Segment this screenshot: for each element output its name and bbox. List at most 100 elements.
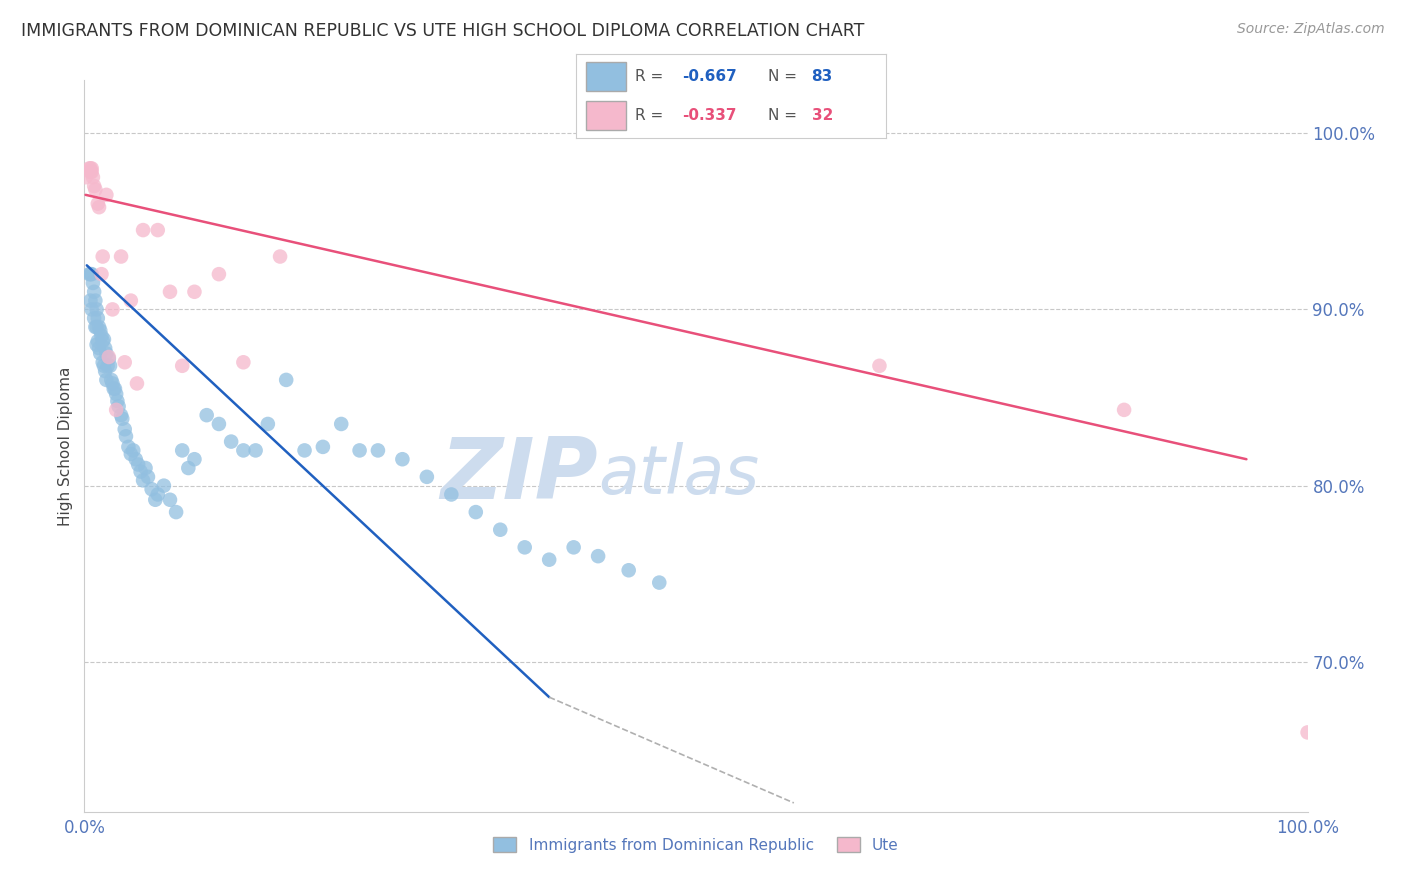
- Point: [96, 346, 118, 360]
- Point: [232, 443, 254, 458]
- Point: [86, 320, 108, 334]
- Point: [1114, 402, 1136, 417]
- Point: [105, 394, 128, 409]
- Point: [107, 400, 129, 414]
- Point: [97, 359, 120, 373]
- Point: [120, 293, 142, 308]
- Point: [135, 461, 157, 475]
- Point: [132, 474, 155, 488]
- Point: [75, 170, 97, 185]
- Point: [93, 332, 115, 346]
- Point: [464, 505, 486, 519]
- Point: [159, 492, 181, 507]
- Point: [143, 492, 166, 507]
- Point: [104, 382, 127, 396]
- Point: [84, 183, 107, 197]
- Point: [869, 359, 891, 373]
- Point: [132, 223, 155, 237]
- Text: N =: N =: [768, 108, 801, 123]
- Text: -0.667: -0.667: [682, 69, 737, 84]
- Y-axis label: High School Diploma: High School Diploma: [58, 367, 73, 525]
- Point: [141, 482, 163, 496]
- Point: [97, 351, 120, 366]
- Point: [84, 293, 107, 308]
- Point: [87, 200, 110, 214]
- Point: [159, 285, 181, 299]
- Point: [416, 470, 439, 484]
- Point: [177, 461, 200, 475]
- Point: [489, 523, 512, 537]
- Point: [617, 563, 640, 577]
- Text: -0.337: -0.337: [682, 108, 737, 123]
- Point: [110, 250, 132, 264]
- Point: [146, 223, 169, 237]
- Point: [294, 443, 316, 458]
- Point: [165, 505, 187, 519]
- Point: [100, 373, 122, 387]
- Text: ZIP: ZIP: [440, 434, 598, 516]
- Point: [83, 311, 105, 326]
- Point: [111, 411, 134, 425]
- Point: [96, 187, 118, 202]
- Point: [208, 267, 231, 281]
- Point: [87, 341, 110, 355]
- Point: [91, 334, 114, 348]
- Point: [86, 302, 108, 317]
- Text: Source: ZipAtlas.com: Source: ZipAtlas.com: [1237, 22, 1385, 37]
- Point: [136, 470, 159, 484]
- Point: [79, 293, 101, 308]
- Point: [79, 267, 101, 281]
- Point: [440, 487, 463, 501]
- Point: [94, 341, 117, 355]
- Point: [82, 276, 104, 290]
- Point: [90, 329, 112, 343]
- Point: [82, 170, 104, 185]
- Text: R =: R =: [636, 108, 668, 123]
- Point: [146, 487, 169, 501]
- Point: [367, 443, 389, 458]
- Bar: [586, 62, 626, 91]
- Text: R =: R =: [636, 69, 668, 84]
- Point: [105, 387, 128, 401]
- Point: [117, 440, 139, 454]
- Point: [79, 161, 101, 176]
- Point: [122, 443, 145, 458]
- Point: [77, 161, 100, 176]
- Point: [89, 346, 111, 360]
- Point: [89, 324, 111, 338]
- Point: [87, 334, 110, 348]
- Point: [80, 302, 103, 317]
- Point: [125, 452, 148, 467]
- Text: atlas: atlas: [598, 442, 759, 508]
- Point: [101, 376, 124, 391]
- Point: [538, 552, 561, 566]
- Point: [86, 337, 108, 351]
- Text: IMMIGRANTS FROM DOMINICAN REPUBLIC VS UTE HIGH SCHOOL DIPLOMA CORRELATION CHART: IMMIGRANTS FROM DOMINICAN REPUBLIC VS UT…: [21, 22, 865, 40]
- Point: [80, 165, 103, 179]
- Point: [84, 320, 107, 334]
- Point: [245, 443, 267, 458]
- Point: [105, 402, 128, 417]
- Point: [562, 541, 585, 555]
- Point: [94, 364, 117, 378]
- Text: 83: 83: [811, 69, 832, 84]
- Point: [648, 575, 671, 590]
- Point: [101, 302, 124, 317]
- Point: [115, 429, 138, 443]
- Point: [90, 267, 112, 281]
- Point: [77, 267, 100, 281]
- Point: [98, 359, 121, 373]
- Point: [110, 408, 132, 422]
- Point: [83, 179, 105, 194]
- Point: [93, 359, 115, 373]
- Point: [96, 373, 118, 387]
- Point: [97, 350, 120, 364]
- Point: [391, 452, 413, 467]
- Legend: Immigrants from Dominican Republic, Ute: Immigrants from Dominican Republic, Ute: [488, 831, 904, 859]
- Point: [114, 355, 136, 369]
- Point: [183, 452, 205, 467]
- Text: N =: N =: [768, 69, 801, 84]
- Point: [127, 458, 149, 472]
- Point: [120, 447, 142, 461]
- Point: [208, 417, 231, 431]
